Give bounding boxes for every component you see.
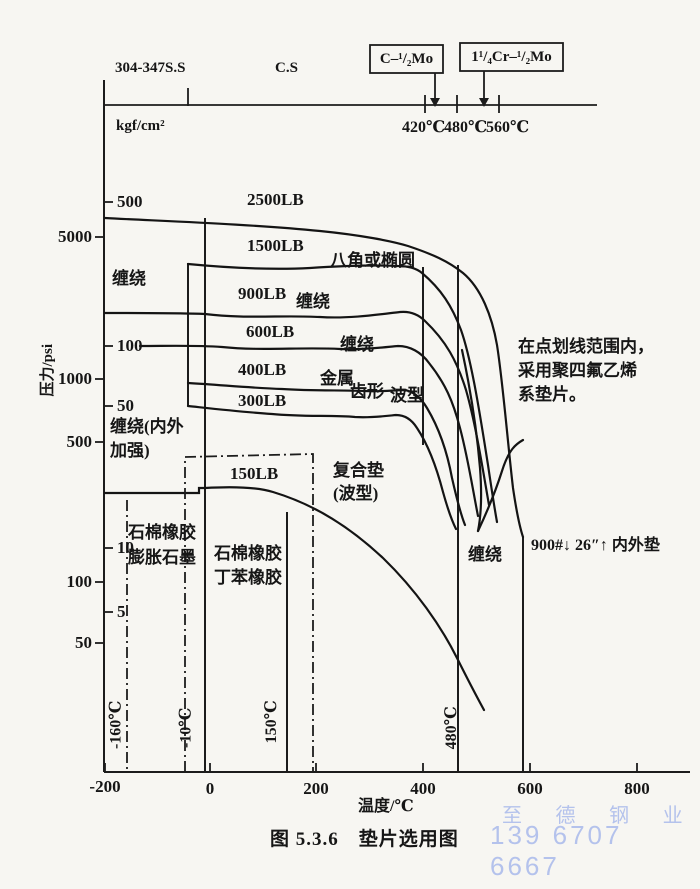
curve-400lb bbox=[186, 381, 467, 527]
region-spiral-reinforced-line1: 缠绕(内外 bbox=[110, 417, 184, 436]
material-box-crmo: 1¹/₄Cr–¹/₂Mo bbox=[471, 48, 552, 65]
y-tick-inner-10: 10 bbox=[117, 538, 134, 557]
arrow-heads bbox=[430, 98, 489, 107]
temp-line-label-neg160-wrap: -160℃ bbox=[94, 695, 138, 755]
axes bbox=[103, 80, 690, 773]
x-axis-title: 温度/℃ bbox=[358, 798, 414, 815]
x-tick-200: 200 bbox=[303, 779, 329, 798]
band-label-300lb: 300LB bbox=[238, 391, 287, 410]
region-octagonal-oval: 八角或椭圆 bbox=[330, 251, 415, 270]
y-tick-inner-5: 5 bbox=[117, 602, 126, 621]
region-spiral-reinforced-line2: 加强) bbox=[110, 441, 150, 460]
x-tick-600: 600 bbox=[517, 779, 543, 798]
funnel-line-a bbox=[460, 348, 483, 533]
material-label-ss: 304-347S.S bbox=[115, 60, 186, 76]
y-tick-inner-500: 500 bbox=[117, 192, 143, 211]
top-mark-560: 560℃ bbox=[486, 119, 530, 136]
region-spiral-mid1: 缠绕 bbox=[296, 292, 330, 311]
region-spiral-mid2: 缠绕 bbox=[340, 335, 374, 354]
temp-line-label-480-wrap: 480℃ bbox=[430, 700, 474, 755]
temp-line-label-480: 480℃ bbox=[443, 705, 461, 750]
x-tick-0: 0 bbox=[205, 779, 215, 798]
y-tick-outer-1000: 1000 bbox=[58, 369, 92, 388]
band-label-150lb: 150LB bbox=[230, 464, 279, 483]
region-asbestos-graphite-line1: 石棉橡胶 bbox=[128, 523, 196, 542]
curve-150lb bbox=[103, 486, 486, 712]
material-box-cmo: C–¹/₂Mo bbox=[379, 50, 434, 67]
figure-caption: 图 5.3.6 垫片选用图 bbox=[270, 829, 459, 850]
band-curves bbox=[103, 216, 525, 712]
x-tick-neg200: -200 bbox=[89, 777, 121, 796]
temp-line-label-neg10-wrap: -10℃ bbox=[164, 700, 208, 755]
region-spiral-bottom-right: 缠绕 bbox=[468, 545, 502, 564]
region-metal: 金属 bbox=[320, 369, 354, 388]
y-tick-outer-50: 50 bbox=[75, 633, 92, 652]
region-spiral-left: 缠绕 bbox=[112, 269, 146, 288]
region-composite-line1: 复合垫 bbox=[333, 461, 384, 480]
ptfe-note-line2: 采用聚四氟乙烯 bbox=[518, 361, 637, 380]
region-asbestos-sbr-line2: 丁苯橡胶 bbox=[214, 568, 282, 587]
ptfe-note-line1: 在点划线范围内， bbox=[518, 337, 654, 356]
curve-600lb bbox=[138, 344, 480, 518]
material-label-cs: C.S bbox=[275, 60, 298, 76]
curve-1500lb bbox=[186, 262, 499, 524]
region-composite-line2: (波型) bbox=[333, 484, 379, 503]
band-label-600lb: 600LB bbox=[246, 322, 295, 341]
y-tick-inner-100: 100 bbox=[117, 336, 143, 355]
watermark-name: 至 德 钢 业 bbox=[502, 805, 697, 827]
top-scale-lines bbox=[103, 42, 597, 113]
temp-line-label-150-wrap: 150℃ bbox=[250, 694, 294, 749]
y-tick-outer-100: 100 bbox=[66, 572, 93, 591]
watermark-phone: 139 6707 6667 bbox=[490, 820, 623, 881]
y-tick-outer-500: 500 bbox=[66, 432, 93, 451]
y-tick-inner-50: 50 bbox=[117, 396, 134, 415]
temp-line-label-neg10: -10℃ bbox=[177, 707, 195, 748]
region-asbestos-graphite-line2: 膨胀石墨 bbox=[128, 548, 196, 567]
dash-dot-boundaries bbox=[126, 453, 314, 772]
y-tick-outer-5000: 5000 bbox=[58, 227, 92, 246]
curve-300lb bbox=[186, 404, 458, 531]
axis-ticks bbox=[95, 201, 638, 772]
top-mark-420: 420℃ bbox=[402, 119, 446, 136]
region-wave: 波型 bbox=[390, 386, 424, 405]
unit-kgfcm2-label: kgf/cm² bbox=[116, 118, 165, 134]
region-asbestos-sbr-line1: 石棉橡胶 bbox=[214, 544, 282, 563]
x-tick-400: 400 bbox=[410, 779, 436, 798]
band-label-400lb: 400LB bbox=[238, 360, 287, 379]
band-label-1500lb: 1500LB bbox=[247, 236, 304, 255]
temp-line-label-neg160: -160℃ bbox=[107, 700, 125, 750]
ptfe-note-line3: 系垫片。 bbox=[518, 385, 586, 404]
temp-line-label-150: 150℃ bbox=[263, 699, 281, 744]
region-tooth: 齿形 bbox=[350, 382, 384, 401]
curve-900lb bbox=[103, 310, 491, 507]
note-900-inner-outer: 900#↓ 26″↑ 内外垫 bbox=[531, 537, 660, 554]
ptfe-boundary bbox=[184, 453, 314, 772]
curve-2500lb bbox=[103, 216, 525, 539]
band-label-2500lb: 2500LB bbox=[247, 190, 304, 209]
band-label-900lb: 900LB bbox=[238, 284, 287, 303]
top-mark-480: 480℃ bbox=[444, 119, 488, 136]
funnel-line-b bbox=[476, 438, 525, 533]
x-tick-800: 800 bbox=[624, 779, 650, 798]
